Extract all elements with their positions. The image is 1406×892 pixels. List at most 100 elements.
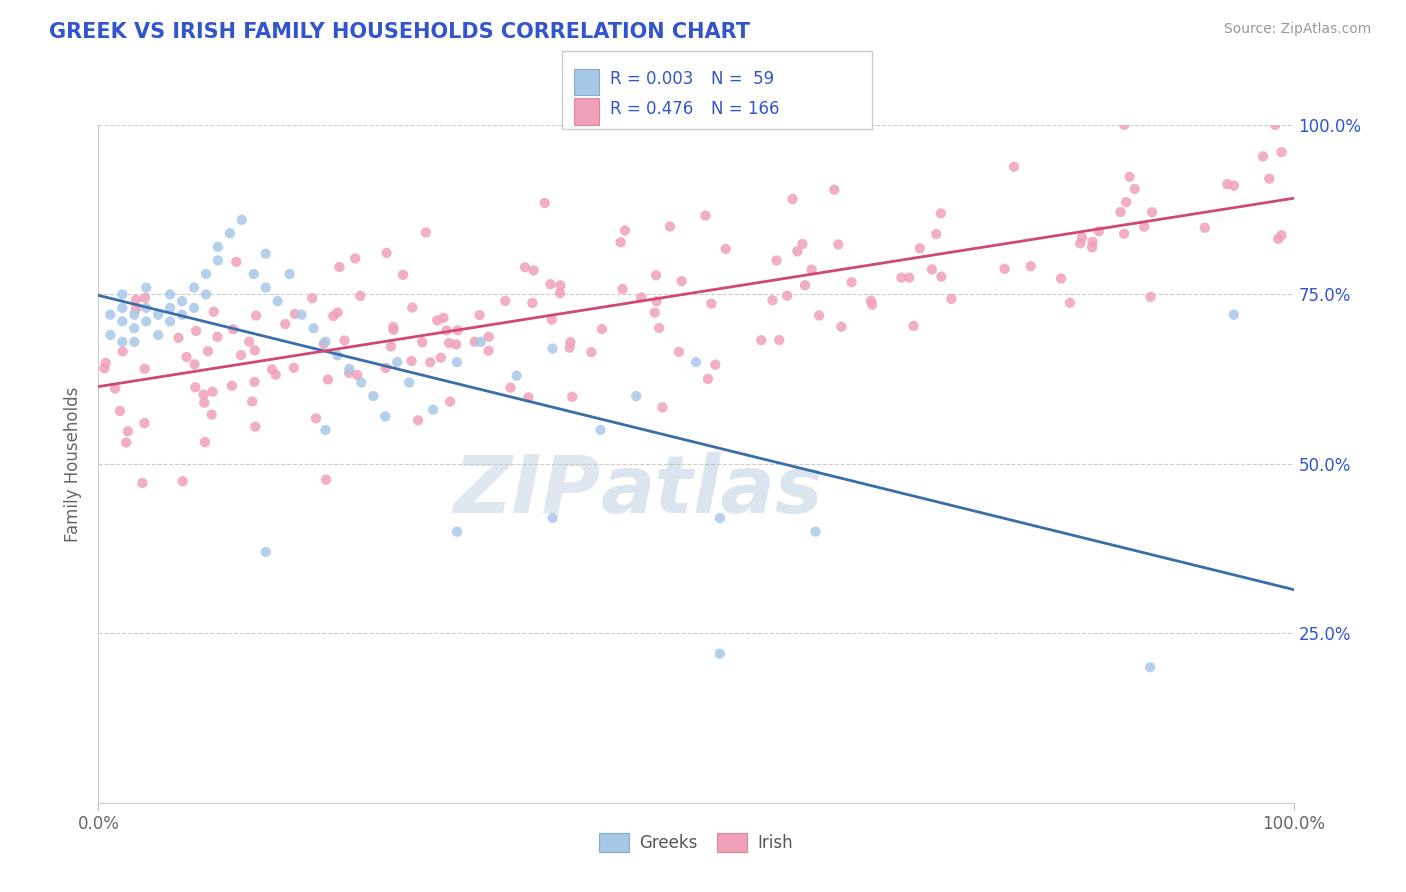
Point [337,366,360,380]
Point [284,307,307,321]
Point [422,402,444,417]
Point [195,287,218,301]
Point [382,320,405,334]
Point [890,270,912,285]
Point [823,183,845,197]
Point [221,378,243,392]
Point [804,524,827,539]
Point [1059,295,1081,310]
Point [1223,308,1246,322]
Point [1123,182,1146,196]
Point [645,268,668,283]
Point [172,475,194,489]
Point [301,291,323,305]
Point [240,394,263,409]
Point [111,334,134,349]
Point [589,423,612,437]
Text: N =  59: N = 59 [711,70,775,88]
Point [398,376,420,390]
Point [522,296,544,310]
Point [184,380,207,394]
Point [267,294,290,309]
Point [651,401,673,415]
Point [344,252,367,266]
Point [159,287,181,301]
Point [1267,232,1289,246]
Point [346,368,368,382]
Point [363,389,385,403]
Point [786,244,808,259]
Point [499,381,522,395]
Point [700,296,723,310]
Point [478,330,501,344]
Point [315,473,337,487]
Point [704,358,727,372]
Point [898,270,921,285]
Point [316,372,339,386]
Point [415,226,437,240]
Point [134,361,156,376]
Point [1251,149,1274,163]
Point [1114,118,1136,132]
Point [432,310,454,325]
Point [333,334,356,348]
Point [782,192,804,206]
Point [124,334,146,349]
Point [591,322,613,336]
Point [184,324,207,338]
Point [315,423,337,437]
Point [131,475,153,490]
Point [550,278,572,293]
Point [111,344,134,359]
Point [859,293,882,308]
Point [406,413,429,427]
Point [993,261,1015,276]
Point [630,290,652,304]
Point [111,301,134,315]
Point [921,262,943,277]
Point [645,294,668,309]
Point [1194,220,1216,235]
Point [477,343,499,358]
Point [183,280,205,294]
Point [231,212,253,227]
Point [1019,259,1042,273]
Point [941,292,963,306]
Point [644,305,666,319]
Point [1271,145,1294,160]
Point [159,314,181,328]
Point [159,301,181,315]
Point [540,312,562,326]
Point [222,322,245,336]
Legend: Greeks, Irish: Greeks, Irish [592,826,800,859]
Point [374,360,396,375]
Point [470,334,492,349]
Text: R = 0.003: R = 0.003 [610,70,693,88]
Point [1115,195,1137,210]
Point [419,355,441,369]
Point [1002,160,1025,174]
Point [761,293,783,308]
Point [925,227,948,241]
Point [695,209,717,223]
Point [195,267,218,281]
Point [626,389,648,403]
Point [808,309,831,323]
Point [207,240,229,254]
Point [444,337,467,351]
Point [468,308,491,322]
Point [447,323,470,337]
Point [392,268,415,282]
Point [560,335,582,350]
Point [614,223,637,237]
Point [401,354,423,368]
Point [1271,228,1294,243]
Point [134,291,156,305]
Point [243,343,266,358]
Point [254,280,277,294]
Point [274,317,297,331]
Point [830,319,852,334]
Point [709,511,731,525]
Point [1109,205,1132,219]
Point [207,330,229,344]
